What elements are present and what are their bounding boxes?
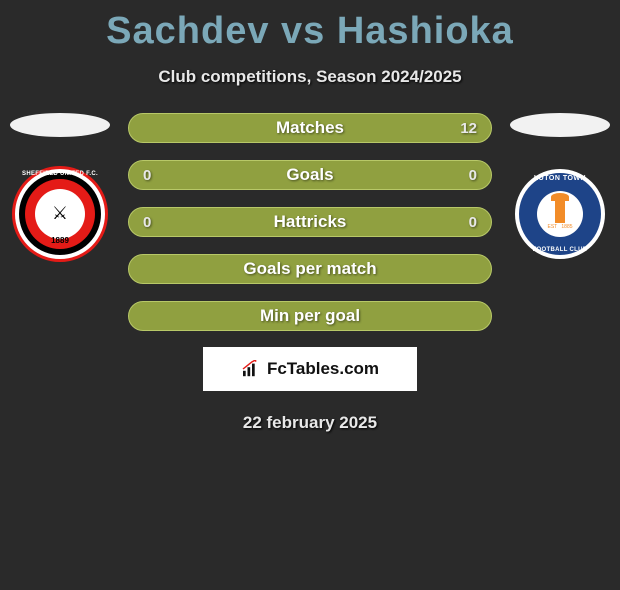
subtitle: Club competitions, Season 2024/2025 <box>0 67 620 87</box>
logo-text: FcTables.com <box>267 359 379 379</box>
stat-label: Min per goal <box>129 306 491 326</box>
left-player-column: SHEFFIELD UNITED F.C. ⚔ 1889 <box>10 113 110 259</box>
stat-row-matches: Matches 12 <box>128 113 492 143</box>
stat-label: Goals per match <box>129 259 491 279</box>
stat-row-gpm: Goals per match <box>128 254 492 284</box>
stat-label: Goals <box>129 165 491 185</box>
stat-row-hattricks: 0 Hattricks 0 <box>128 207 492 237</box>
stat-label: Hattricks <box>129 212 491 232</box>
date-label: 22 february 2025 <box>0 413 620 433</box>
left-team-badge: SHEFFIELD UNITED F.C. ⚔ 1889 <box>15 169 105 259</box>
fctables-logo: FcTables.com <box>241 359 379 379</box>
swords-icon: ⚔ <box>19 203 101 224</box>
right-player-avatar <box>510 113 610 137</box>
left-player-avatar <box>10 113 110 137</box>
straw-hat-icon <box>555 199 565 223</box>
comparison-body: SHEFFIELD UNITED F.C. ⚔ 1889 Matches 12 … <box>0 113 620 331</box>
page-title: Sachdev vs Hashioka <box>0 10 620 53</box>
right-badge-est: EST 1885 <box>547 225 572 230</box>
left-badge-year: 1889 <box>19 236 101 245</box>
right-badge-top: LUTON TOWN <box>519 175 601 182</box>
stat-row-mpg: Min per goal <box>128 301 492 331</box>
left-badge-name: SHEFFIELD UNITED F.C. <box>19 171 101 177</box>
stat-left-value: 0 <box>143 167 151 184</box>
stat-right-value: 12 <box>460 120 477 137</box>
stat-label: Matches <box>129 118 491 138</box>
right-team-badge: LUTON TOWN EST 1885 FOOTBALL CLUB <box>515 169 605 259</box>
bar-chart-icon <box>241 360 263 378</box>
right-badge-bottom: FOOTBALL CLUB <box>519 247 601 253</box>
stats-column: Matches 12 0 Goals 0 0 Hattricks 0 Goals… <box>110 113 510 331</box>
stat-row-goals: 0 Goals 0 <box>128 160 492 190</box>
stat-right-value: 0 <box>469 167 477 184</box>
source-logo-box[interactable]: FcTables.com <box>203 347 417 391</box>
right-player-column: LUTON TOWN EST 1885 FOOTBALL CLUB <box>510 113 610 259</box>
stat-right-value: 0 <box>469 214 477 231</box>
stat-left-value: 0 <box>143 214 151 231</box>
